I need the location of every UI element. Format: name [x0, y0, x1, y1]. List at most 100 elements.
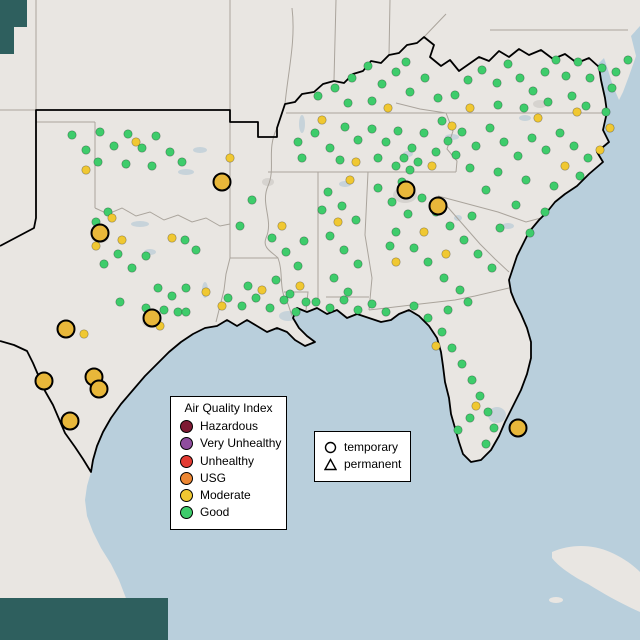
aqi-marker-good[interactable] — [325, 231, 335, 241]
aqi-marker-good[interactable] — [423, 257, 433, 267]
aqi-marker-good[interactable] — [177, 157, 187, 167]
aqi-marker-good[interactable] — [473, 249, 483, 259]
aqi-marker-good[interactable] — [481, 439, 491, 449]
aqi-marker-good[interactable] — [439, 273, 449, 283]
aqi-marker-good[interactable] — [279, 295, 289, 305]
aqi-marker-moderate[interactable] — [427, 161, 437, 171]
aqi-marker-good[interactable] — [243, 281, 253, 291]
aqi-marker-good[interactable] — [121, 159, 131, 169]
aqi-marker-good[interactable] — [265, 303, 275, 313]
aqi-marker-good[interactable] — [285, 289, 295, 299]
aqi-marker-good[interactable] — [540, 207, 550, 217]
aqi-marker-good[interactable] — [540, 67, 550, 77]
aqi-marker-good[interactable] — [385, 241, 395, 251]
aqi-marker-good[interactable] — [147, 161, 157, 171]
aqi-marker-good[interactable] — [420, 73, 430, 83]
aqi-marker-temporary-moderate[interactable] — [90, 223, 110, 243]
aqi-marker-good[interactable] — [67, 130, 77, 140]
aqi-marker-good[interactable] — [353, 259, 363, 269]
aqi-marker-moderate[interactable] — [345, 175, 355, 185]
aqi-marker-good[interactable] — [581, 101, 591, 111]
aqi-marker-good[interactable] — [511, 200, 521, 210]
aqi-marker-good[interactable] — [519, 103, 529, 113]
aqi-marker-good[interactable] — [343, 98, 353, 108]
aqi-marker-good[interactable] — [325, 143, 335, 153]
aqi-marker-good[interactable] — [153, 283, 163, 293]
aqi-marker-good[interactable] — [127, 263, 137, 273]
aqi-marker-good[interactable] — [433, 93, 443, 103]
aqi-marker-moderate[interactable] — [572, 107, 582, 117]
aqi-marker-good[interactable] — [463, 297, 473, 307]
aqi-marker-good[interactable] — [401, 57, 411, 67]
aqi-marker-temporary-moderate[interactable] — [34, 371, 54, 391]
aqi-marker-good[interactable] — [251, 293, 261, 303]
aqi-marker-moderate[interactable] — [107, 213, 117, 223]
aqi-marker-good[interactable] — [450, 90, 460, 100]
aqi-marker-good[interactable] — [601, 107, 611, 117]
aqi-marker-temporary-moderate[interactable] — [60, 411, 80, 431]
aqi-marker-good[interactable] — [493, 167, 503, 177]
aqi-marker-good[interactable] — [543, 97, 553, 107]
aqi-marker-good[interactable] — [447, 343, 457, 353]
aqi-marker-good[interactable] — [367, 96, 377, 106]
aqi-marker-good[interactable] — [393, 126, 403, 136]
aqi-marker-good[interactable] — [487, 263, 497, 273]
aqi-marker-good[interactable] — [137, 143, 147, 153]
aqi-marker-good[interactable] — [405, 165, 415, 175]
aqi-marker-good[interactable] — [437, 116, 447, 126]
aqi-marker-temporary-moderate[interactable] — [89, 379, 109, 399]
aqi-marker-moderate[interactable] — [465, 103, 475, 113]
aqi-marker-good[interactable] — [373, 153, 383, 163]
aqi-marker-good[interactable] — [431, 147, 441, 157]
aqi-marker-good[interactable] — [347, 73, 357, 83]
aqi-marker-good[interactable] — [475, 391, 485, 401]
aqi-marker-good[interactable] — [165, 147, 175, 157]
aqi-marker-good[interactable] — [451, 150, 461, 160]
aqi-marker-good[interactable] — [159, 305, 169, 315]
aqi-marker-good[interactable] — [281, 247, 291, 257]
aqi-marker-moderate[interactable] — [91, 241, 101, 251]
aqi-marker-moderate[interactable] — [431, 341, 441, 351]
aqi-marker-good[interactable] — [381, 307, 391, 317]
aqi-marker-good[interactable] — [575, 171, 585, 181]
aqi-marker-good[interactable] — [181, 283, 191, 293]
aqi-marker-good[interactable] — [267, 233, 277, 243]
aqi-marker-moderate[interactable] — [447, 121, 457, 131]
aqi-marker-moderate[interactable] — [117, 235, 127, 245]
aqi-marker-moderate[interactable] — [167, 233, 177, 243]
aqi-marker-good[interactable] — [443, 136, 453, 146]
aqi-marker-good[interactable] — [93, 157, 103, 167]
aqi-marker-good[interactable] — [353, 135, 363, 145]
aqi-marker-moderate[interactable] — [533, 113, 543, 123]
aqi-marker-moderate[interactable] — [277, 221, 287, 231]
aqi-marker-good[interactable] — [465, 413, 475, 423]
aqi-marker-temporary-moderate[interactable] — [508, 418, 528, 438]
aqi-marker-good[interactable] — [301, 297, 311, 307]
aqi-marker-good[interactable] — [173, 307, 183, 317]
aqi-marker-moderate[interactable] — [383, 103, 393, 113]
aqi-marker-good[interactable] — [445, 221, 455, 231]
aqi-marker-good[interactable] — [351, 215, 361, 225]
aqi-marker-good[interactable] — [391, 227, 401, 237]
aqi-marker-good[interactable] — [141, 251, 151, 261]
aqi-marker-good[interactable] — [115, 297, 125, 307]
aqi-marker-good[interactable] — [409, 301, 419, 311]
aqi-marker-good[interactable] — [573, 57, 583, 67]
aqi-marker-good[interactable] — [561, 71, 571, 81]
aqi-marker-good[interactable] — [335, 155, 345, 165]
aqi-marker-good[interactable] — [403, 209, 413, 219]
aqi-marker-good[interactable] — [237, 301, 247, 311]
aqi-marker-good[interactable] — [437, 327, 447, 337]
aqi-marker-moderate[interactable] — [560, 161, 570, 171]
aqi-marker-good[interactable] — [181, 307, 191, 317]
aqi-marker-good[interactable] — [569, 141, 579, 151]
aqi-marker-good[interactable] — [525, 228, 535, 238]
aqi-marker-good[interactable] — [405, 87, 415, 97]
aqi-marker-good[interactable] — [417, 193, 427, 203]
aqi-marker-good[interactable] — [343, 287, 353, 297]
aqi-marker-temporary-moderate[interactable] — [56, 319, 76, 339]
aqi-marker-moderate[interactable] — [81, 165, 91, 175]
aqi-marker-good[interactable] — [339, 295, 349, 305]
aqi-marker-moderate[interactable] — [471, 401, 481, 411]
